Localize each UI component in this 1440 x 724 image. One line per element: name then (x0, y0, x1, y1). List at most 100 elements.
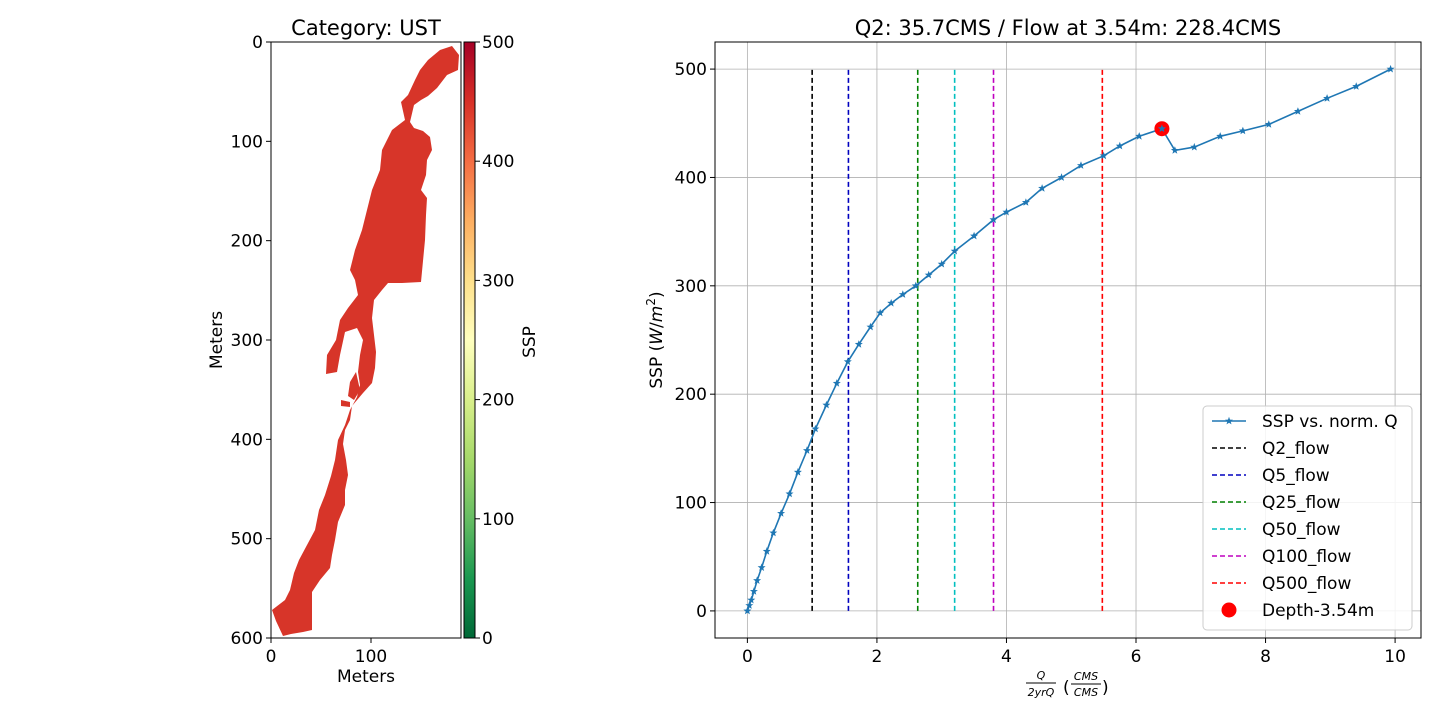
flow-threshold-lines (811, 69, 1104, 611)
ssp-data-point (1216, 132, 1225, 140)
colorbar-frame (463, 41, 476, 639)
chart-x-tick-label: 6 (1131, 647, 1142, 667)
x-label-numerator: Q (1037, 669, 1046, 682)
depth-point-star (1157, 124, 1166, 133)
ssp-data-point (989, 215, 998, 224)
legend-box (1202, 405, 1413, 631)
ssp-data-point (843, 357, 852, 366)
ssp-data-point (866, 322, 875, 331)
colorbar-tick-label: 300 (482, 271, 514, 291)
x-label-unit-denominator: CMS (1074, 686, 1098, 699)
ssp-data-point (811, 424, 820, 433)
map-x-tick-label: 100 (355, 647, 387, 667)
ssp-data-point (749, 587, 758, 595)
map-y-tick-label: 0 (252, 33, 263, 53)
ssp-data-point (911, 281, 920, 290)
map-y-tick-label: 500 (231, 530, 263, 550)
ssp-data-point (1057, 173, 1066, 181)
x-label-denominator: 2yrQ (1028, 686, 1055, 699)
depth-point (1154, 121, 1170, 137)
ssp-map-panel: Category: UST 0 100 200 300 400 500 600 0 100 M… (207, 16, 540, 687)
ssp-data-point (1002, 207, 1011, 216)
ssp-data-point (1038, 184, 1047, 192)
x-label-open-paren: ( (1063, 678, 1070, 698)
x-label-close-paren: ) (1102, 678, 1109, 698)
map-x-tick-label: 0 (266, 647, 277, 667)
ssp-data-point (747, 595, 756, 604)
ssp-data-point (1293, 107, 1302, 115)
map-y-label: Meters (207, 311, 227, 369)
small-ssp-patch (341, 400, 350, 407)
ssp-data-point (832, 379, 841, 387)
ssp-data-point (924, 270, 933, 279)
colorbar-label: SSP (520, 326, 540, 358)
map-y-tick-label: 600 (231, 629, 263, 649)
colorbar-tick-label: 400 (482, 152, 514, 172)
chart-y-tick-label: 200 (675, 385, 707, 405)
x-label-unit-numerator: CMS (1074, 670, 1098, 683)
ssp-data-point (777, 509, 786, 517)
ssp-data-point (1264, 120, 1273, 128)
chart-y-ticks: 0 100 200 300 400 500 (675, 60, 715, 622)
chart-axes-frame (714, 41, 1422, 639)
ssp-data-point (887, 299, 896, 307)
legend-label: Depth-3.54m (1262, 601, 1374, 621)
river-ssp-raster (272, 46, 459, 636)
chart-y-tick-label: 400 (675, 168, 707, 188)
colorbar-tick-label: 500 (482, 33, 514, 53)
chart-x-tick-label: 10 (1384, 647, 1406, 667)
chart-x-ticks: 0 2 4 6 8 10 (742, 638, 1406, 667)
ssp-data-point (1238, 126, 1247, 135)
map-x-label: Meters (337, 667, 395, 687)
ssp-data-point (1099, 151, 1108, 160)
ssp-data-point (743, 606, 752, 615)
chart-x-tick-label: 8 (1260, 647, 1271, 667)
ssp-data-point (970, 231, 979, 240)
chart-x-tick-label: 2 (872, 647, 883, 667)
legend-label: Q50_flow (1262, 520, 1341, 540)
ssp-data-point (898, 290, 907, 298)
island-ssp-patch (348, 372, 360, 400)
ssp-data-point (1077, 161, 1085, 169)
ssp-data-point (1170, 146, 1179, 154)
legend-label: Q2_flow (1262, 439, 1330, 459)
ssp-data-point (1135, 132, 1144, 140)
chart-y-tick-label: 100 (675, 494, 707, 514)
ssp-data-point (757, 563, 766, 571)
colorbar-tick-label: 0 (482, 629, 493, 649)
ssp-data-point (1352, 82, 1361, 90)
legend-items: SSP vs. norm. Q Q2_flow Q5_flow Q25_flow Q50… (1212, 412, 1398, 621)
ssp-data-point (950, 246, 959, 255)
chart-y-label: SSP (W/m2) (644, 291, 667, 388)
ssp-data-point (785, 489, 794, 498)
map-y-tick-label: 400 (231, 430, 263, 450)
legend-swatch-point (1221, 602, 1237, 618)
ssp-data-point (1021, 198, 1030, 206)
ssp-data-point (1386, 64, 1395, 73)
ssp-data-point (1323, 94, 1332, 102)
chart-legend: SSP vs. norm. Q Q2_flow Q5_flow Q25_flow Q50… (1202, 405, 1413, 631)
map-x-ticks: 0 100 (266, 638, 387, 667)
ssp-data-point (1190, 142, 1199, 151)
ssp-series (743, 64, 1395, 615)
ssp-data-point (854, 340, 863, 348)
legend-label: Q5_flow (1262, 466, 1330, 486)
legend-label: Q500_flow (1262, 574, 1351, 594)
ssp-data-point (1115, 141, 1124, 150)
ssp-data-point (822, 400, 831, 409)
ssp-data-point (769, 528, 778, 537)
map-y-tick-label: 100 (231, 132, 263, 152)
ssp-data-point (937, 259, 946, 268)
map-y-ticks: 0 100 200 300 400 500 600 (231, 33, 271, 649)
map-title: Category: UST (291, 16, 441, 40)
chart-y-tick-label: 0 (696, 602, 707, 622)
map-y-tick-label: 200 (231, 232, 263, 252)
legend-label: Q25_flow (1262, 493, 1341, 513)
chart-x-tick-label: 0 (742, 647, 753, 667)
ssp-data-point (876, 308, 885, 317)
ssp-line-chart-panel: Q2: 35.7CMS / Flow at 3.54m: 228.4CMS 0 1… (644, 16, 1422, 699)
colorbar-tick-label: 100 (482, 510, 514, 530)
map-y-tick-label: 300 (231, 331, 263, 351)
chart-y-tick-label: 300 (675, 277, 707, 297)
